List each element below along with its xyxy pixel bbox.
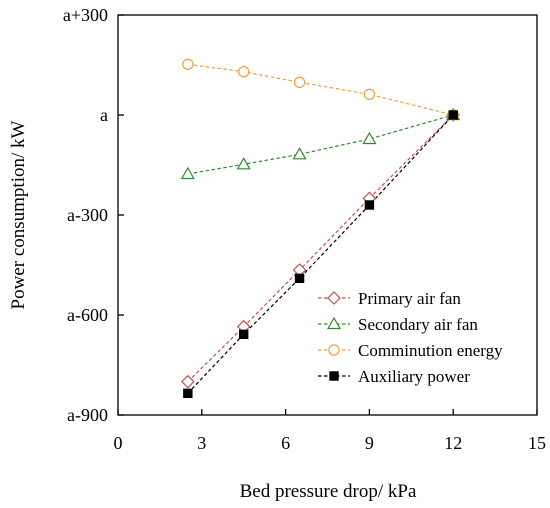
series-markers xyxy=(180,58,461,399)
x-tick-label: 0 xyxy=(114,433,123,453)
y-axis-title: Power consumption/ kW xyxy=(8,120,29,309)
data-point xyxy=(180,166,195,180)
legend: Primary air fan Secondary air fan Comminut… xyxy=(318,289,503,386)
data-point xyxy=(182,58,194,71)
data-point xyxy=(294,273,305,284)
data-point xyxy=(239,329,249,340)
data-point xyxy=(293,76,306,89)
series-line-3 xyxy=(187,63,454,116)
legend-label: Comminution energy xyxy=(358,341,503,360)
legend-label: Auxiliary power xyxy=(358,367,470,386)
x-tick-label: 15 xyxy=(528,433,546,453)
legend-label: Secondary air fan xyxy=(358,315,478,334)
x-tick-label: 6 xyxy=(281,433,290,453)
data-point xyxy=(362,131,377,145)
y-tick-label: a-300 xyxy=(67,205,108,225)
x-tick-label: 9 xyxy=(365,433,374,453)
data-point xyxy=(180,374,195,389)
data-point xyxy=(363,88,376,101)
x-axis: 0 3 6 9 12 15 xyxy=(114,409,546,453)
y-axis: a-900 a-600 a-300 a a+300 xyxy=(63,5,124,425)
y-tick-label: a-900 xyxy=(67,405,108,425)
legend-label: Primary air fan xyxy=(358,289,461,308)
data-point xyxy=(236,157,251,170)
y-tick-label: a-600 xyxy=(67,305,108,325)
data-point xyxy=(364,200,375,210)
data-point xyxy=(448,110,458,120)
x-tick-label: 3 xyxy=(197,433,206,453)
legend-marker xyxy=(329,371,339,381)
y-tick-label: a+300 xyxy=(63,5,108,25)
y-tick-label: a xyxy=(100,105,108,125)
x-axis-title: Bed pressure drop/ kPa xyxy=(240,481,417,502)
series-line-2 xyxy=(187,114,454,175)
x-tick-label: 12 xyxy=(444,433,462,453)
legend-marker xyxy=(326,316,342,330)
data-point xyxy=(237,65,250,78)
data-point xyxy=(292,147,307,160)
series-line-4 xyxy=(187,114,454,394)
legend-marker xyxy=(328,344,340,356)
legend-marker xyxy=(327,291,341,305)
data-point xyxy=(183,388,193,399)
